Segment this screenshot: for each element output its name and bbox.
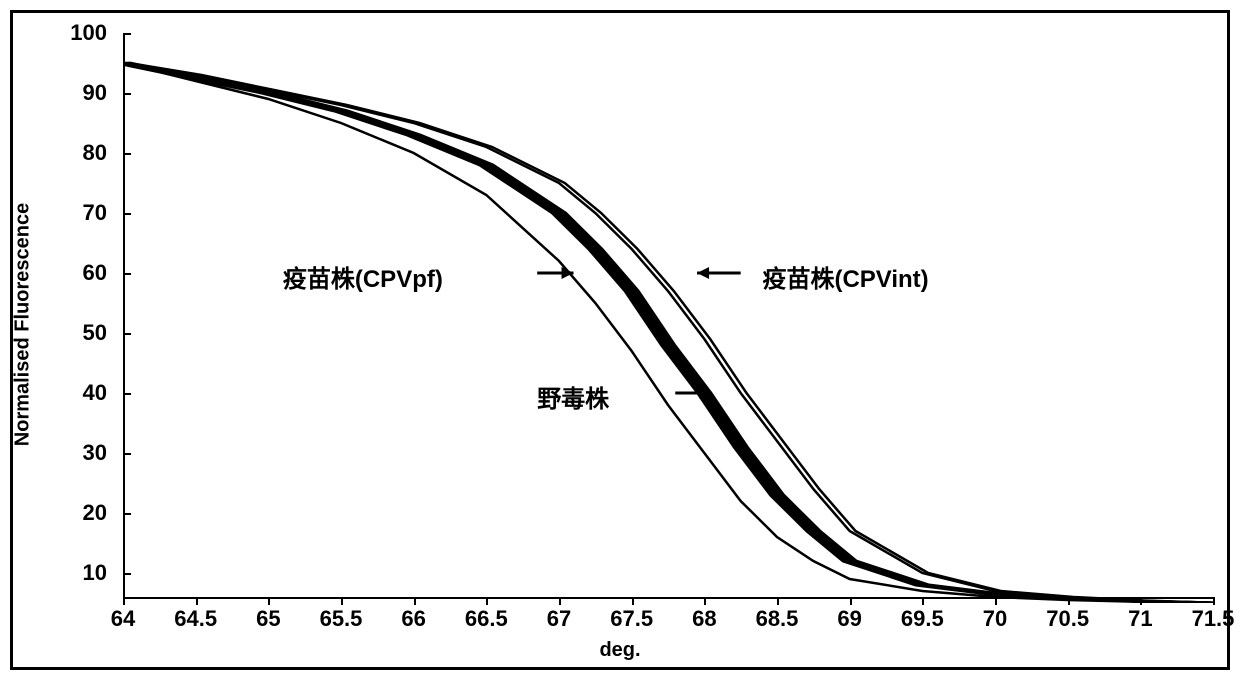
y-tick-label: 20 [83,500,107,526]
x-tick [486,597,488,605]
x-tick [414,597,416,605]
x-tick-label: 64.5 [174,606,217,632]
x-tick [123,597,125,605]
y-tick-label: 90 [83,80,107,106]
chart-container: Normalised Fluorescence deg. 10 20 30 40 50 6… [10,10,1230,670]
x-tick [1213,597,1215,605]
y-tick [123,333,131,335]
x-tick [1140,597,1142,605]
x-tick-label: 65 [256,606,280,632]
y-tick-label: 80 [83,140,107,166]
x-tick-label: 64 [111,606,135,632]
x-tick-label: 66 [401,606,425,632]
x-tick-label: 71 [1128,606,1152,632]
x-tick [341,597,343,605]
y-tick-label: 30 [83,440,107,466]
curve [129,63,1213,603]
x-tick [1068,597,1070,605]
x-tick [196,597,198,605]
x-tick-label: 67.5 [610,606,653,632]
x-tick-label: 67 [547,606,571,632]
x-tick-label: 71.5 [1192,606,1235,632]
y-tick [123,453,131,455]
x-tick-label: 68 [692,606,716,632]
x-tick [559,597,561,605]
x-tick [268,597,270,605]
y-tick [123,513,131,515]
x-tick [850,597,852,605]
x-tick-label: 70 [983,606,1007,632]
annotation-label: 疫苗株(CPVpf) [283,259,443,294]
annotation-label: 野毒株 [537,379,609,414]
annotation-arrow [537,267,573,279]
y-tick [123,33,131,35]
y-tick-label: 50 [83,320,107,346]
y-tick-label: 100 [70,20,107,46]
x-tick-label: 66.5 [465,606,508,632]
y-tick [123,153,131,155]
y-tick [123,93,131,95]
x-tick [922,597,924,605]
annotation-label: 疫苗株(CPVint) [762,259,928,294]
y-tick [123,573,131,575]
y-axis-label: Normalised Fluorescence [12,203,35,446]
x-tick [632,597,634,605]
y-tick-label: 60 [83,260,107,286]
curve [125,63,1213,603]
y-tick-label: 10 [83,560,107,586]
x-tick-label: 69 [837,606,861,632]
y-tick [123,393,131,395]
x-tick-label: 69.5 [901,606,944,632]
y-tick [123,213,131,215]
x-tick [777,597,779,605]
y-tick [123,273,131,275]
y-tick-label: 70 [83,200,107,226]
y-tick-label: 40 [83,380,107,406]
curve [130,63,1213,603]
x-tick-label: 68.5 [756,606,799,632]
chart-curves [123,33,1213,603]
annotation-arrow [697,267,741,279]
x-tick [995,597,997,605]
x-tick [704,597,706,605]
x-tick-label: 70.5 [1046,606,1089,632]
x-axis-label: deg. [599,639,640,662]
curve [127,63,1213,603]
x-tick-label: 65.5 [320,606,363,632]
